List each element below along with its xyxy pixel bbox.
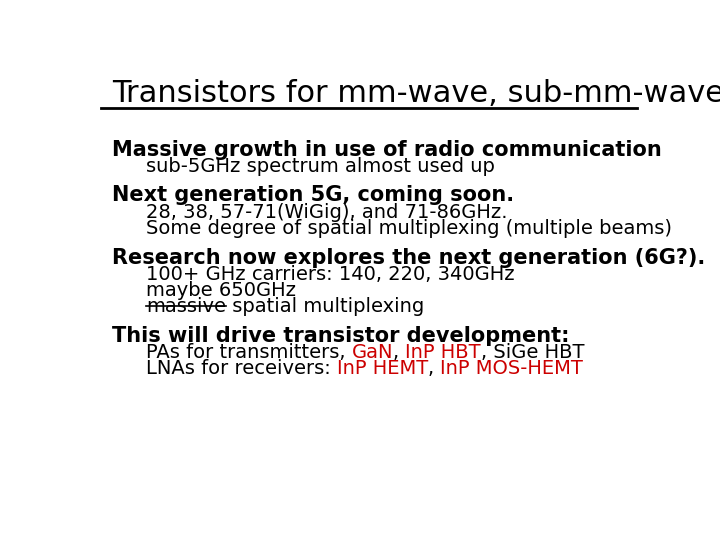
Text: 28, 38, 57-71(WiGig), and 71-86GHz.: 28, 38, 57-71(WiGig), and 71-86GHz. [145, 203, 508, 222]
Text: ,: , [393, 343, 405, 362]
Text: LNAs for receivers:: LNAs for receivers: [145, 359, 337, 378]
Text: Massive growth in use of radio communication: Massive growth in use of radio communica… [112, 140, 662, 160]
Text: sub-5GHz spectrum almost used up: sub-5GHz spectrum almost used up [145, 157, 495, 176]
Text: This will drive transistor development:: This will drive transistor development: [112, 326, 570, 346]
Text: GaN: GaN [351, 343, 393, 362]
Text: InP HBT: InP HBT [405, 343, 481, 362]
Text: Transistors for mm-wave, sub-mm-wave wireless: Transistors for mm-wave, sub-mm-wave wir… [112, 79, 720, 109]
Text: Research now explores the next generation (6G?).: Research now explores the next generatio… [112, 248, 706, 268]
Text: InP MOS-HEMT: InP MOS-HEMT [441, 359, 583, 378]
Text: 100+ GHz carriers: 140, 220, 340GHz: 100+ GHz carriers: 140, 220, 340GHz [145, 265, 514, 284]
Text: spatial multiplexing: spatial multiplexing [226, 297, 424, 316]
Text: PAs for transmitters,: PAs for transmitters, [145, 343, 351, 362]
Text: ,: , [428, 359, 441, 378]
Text: maybe 650GHz: maybe 650GHz [145, 281, 296, 300]
Text: InP HEMT: InP HEMT [337, 359, 428, 378]
Text: Some degree of spatial multiplexing (multiple beams): Some degree of spatial multiplexing (mul… [145, 219, 672, 238]
Text: massive: massive [145, 297, 226, 316]
Text: Next generation 5G, coming soon.: Next generation 5G, coming soon. [112, 185, 515, 205]
Text: , SiGe HBT: , SiGe HBT [481, 343, 585, 362]
